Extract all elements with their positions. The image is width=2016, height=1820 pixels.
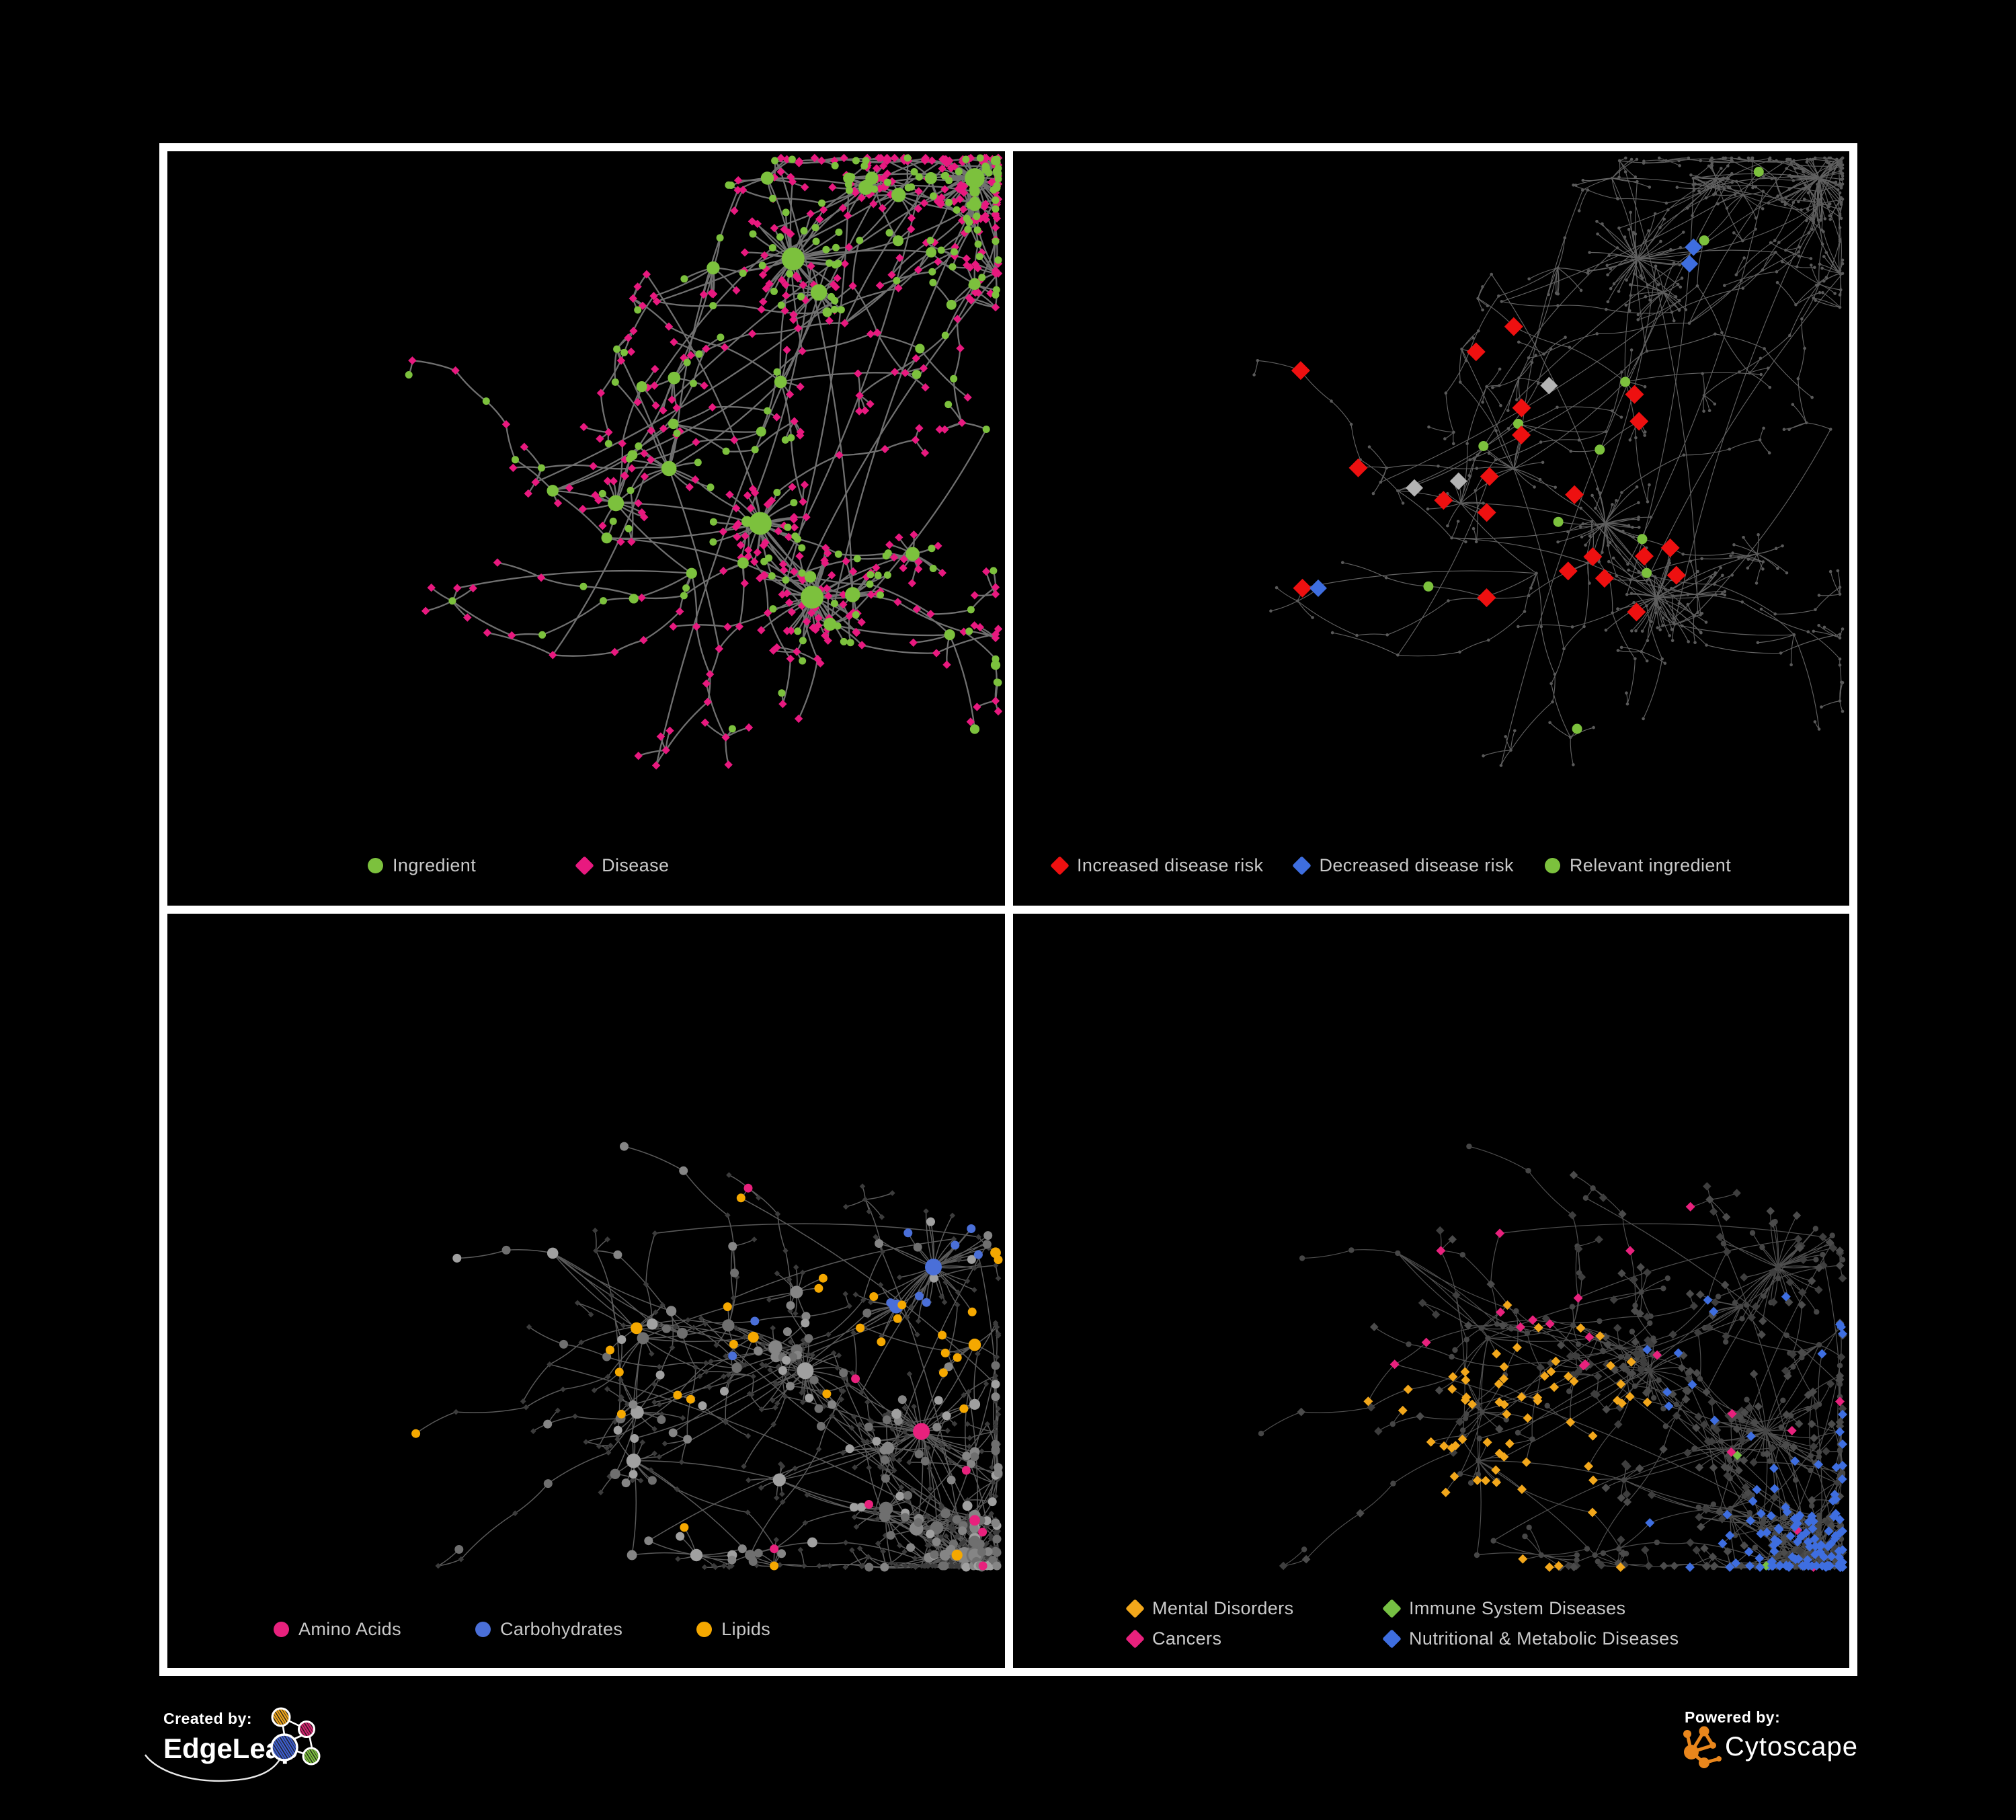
disease-risk-network-graph — [1252, 156, 1845, 767]
legend-item-decreased-risk: Decreased disease risk — [1292, 855, 1514, 876]
legend-label-metabolic-diseases: Nutritional & Metabolic Diseases — [1409, 1628, 1679, 1649]
legend-label-relevant-ingredient: Relevant ingredient — [1569, 855, 1732, 875]
nutrient-class-network-graph — [411, 1142, 1003, 1572]
legend-item-mental-disorders: Mental Disorders — [1125, 1598, 1384, 1619]
panel-grid-frame: Ingredient Disease Increased disease ris… — [159, 143, 1857, 1676]
legend-item-disease: Disease — [575, 855, 670, 876]
increased-risk-diamond-marker — [1050, 856, 1070, 875]
legend-label-amino-acids: Amino Acids — [298, 1619, 401, 1639]
edgeleap-logo-icon — [145, 1707, 321, 1782]
immune-diseases-diamond-marker — [1382, 1599, 1402, 1618]
legend-item-increased-risk: Increased disease risk — [1050, 855, 1264, 876]
legend-label-increased-risk: Increased disease risk — [1077, 855, 1264, 875]
decreased-risk-diamond-marker — [1292, 856, 1312, 875]
ingredient-disease-network-graph — [405, 153, 1003, 770]
legend-nutrient-classes: Amino Acids Carbohydrates Lipids — [274, 1619, 770, 1640]
panel-disease-classes: Mental Disorders Immune System Diseases … — [1013, 914, 1849, 1668]
legend-label-cancers: Cancers — [1152, 1628, 1222, 1649]
legend-label-immune-diseases: Immune System Diseases — [1409, 1598, 1626, 1618]
legend-item-relevant-ingredient: Relevant ingredient — [1544, 855, 1732, 876]
amino-acids-circle-marker — [274, 1622, 289, 1637]
metabolic-diseases-diamond-marker — [1382, 1629, 1402, 1649]
legend-label-carbohydrates: Carbohydrates — [499, 1619, 623, 1639]
legend-label-disease: Disease — [602, 855, 670, 875]
cytoscape-logo-icon — [1683, 1726, 1722, 1768]
legend-disease-classes: Mental Disorders Immune System Diseases … — [1125, 1598, 1679, 1649]
legend-disease-risk: Increased disease risk Decreased disease… — [1050, 855, 1732, 876]
legend-item-cancers: Cancers — [1125, 1628, 1384, 1649]
cytoscape-wordmark: Cytoscape — [1725, 1732, 1858, 1762]
panel-disease-risk: Increased disease risk Decreased disease… — [1013, 151, 1849, 906]
legend-item-ingredient: Ingredient — [368, 855, 476, 876]
legend-label-decreased-risk: Decreased disease risk — [1319, 855, 1514, 875]
created-by-caption: Created by: — [163, 1710, 253, 1727]
panel-nutrient-classes: Amino Acids Carbohydrates Lipids — [167, 914, 1005, 1668]
legend-label-lipids: Lipids — [721, 1619, 771, 1639]
cancers-diamond-marker — [1125, 1629, 1145, 1649]
mental-disorders-diamond-marker — [1125, 1599, 1145, 1618]
legend-item-amino-acids: Amino Acids — [274, 1619, 401, 1640]
legend-item-lipids: Lipids — [696, 1619, 770, 1640]
legend-item-carbohydrates: Carbohydrates — [475, 1619, 622, 1640]
panel-ingredient-disease: Ingredient Disease — [167, 151, 1005, 906]
disease-diamond-marker — [575, 856, 594, 875]
legend-label-ingredient: Ingredient — [393, 855, 477, 875]
ingredient-circle-marker — [368, 858, 383, 873]
legend-label-mental-disorders: Mental Disorders — [1152, 1598, 1294, 1618]
legend-item-immune-diseases: Immune System Diseases — [1382, 1598, 1679, 1619]
carbohydrates-circle-marker — [475, 1622, 491, 1637]
lipids-circle-marker — [696, 1622, 713, 1637]
disease-class-network-graph — [1258, 1143, 1848, 1572]
powered-by-caption: Powered by: — [1685, 1708, 1781, 1726]
legend-item-metabolic-diseases: Nutritional & Metabolic Diseases — [1382, 1628, 1679, 1649]
legend-ingredient-disease: Ingredient Disease — [368, 855, 669, 876]
relevant-ingredient-circle-marker — [1544, 858, 1560, 873]
